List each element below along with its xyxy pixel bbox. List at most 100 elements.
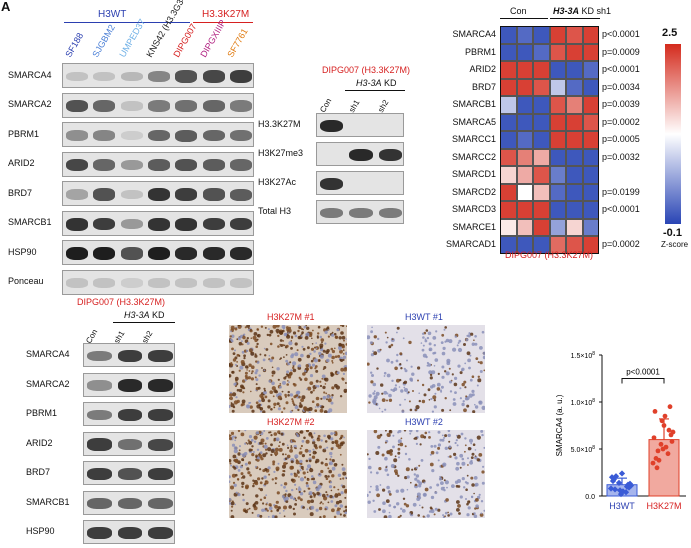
blot-band [93,159,116,171]
histology-title: H3K27M #1 [267,312,315,322]
cell-line-label: UMPED37 [117,17,148,59]
panel-d-title: DIPG007 (H3.3K27M) [77,297,166,307]
heatmap-cell [516,61,533,79]
heatmap-cell [549,183,566,201]
heatmap-cell [566,218,583,236]
y-tick-label: 1.5×108 [571,351,596,360]
blot-label: SMARCB1 [26,496,70,507]
blot-band [202,278,225,288]
blot-band [148,129,170,142]
significance-bracket [621,378,665,384]
data-point [651,435,657,441]
histology-title: H3K27M #2 [267,417,315,427]
blot-band [148,100,170,112]
data-point [655,448,661,454]
heatmap-cell [516,218,533,236]
histology-title: H3WT #2 [405,417,443,427]
blot-band [378,207,403,219]
blot-band [202,217,225,231]
heatmap-row-label: SMARCC1 [451,134,496,144]
blot-band [117,408,143,422]
blot-band [93,71,116,82]
blot-band [120,130,143,141]
blot-band [117,526,143,540]
blot-band [148,278,170,288]
blot-band [65,278,88,288]
heatmap-cell [533,113,550,131]
blot-strip [62,210,254,236]
heatmap-cell [533,183,550,201]
col-group-kd-line [550,18,600,19]
blot-strip [316,171,404,195]
heatmap-cell [533,78,550,96]
heatmap-cell [516,148,533,166]
blot-band [65,217,88,231]
blot-band [117,468,143,480]
blot-band [65,99,88,113]
heatmap-cell [549,218,566,236]
heatmap-row-label: SMARCB1 [452,99,496,109]
group-line-h3wt [64,22,190,23]
y-axis-label: SMARCA4 (a. u.) [555,394,564,456]
heatmap-row-label: SMARCA5 [452,116,496,127]
blot-strip [316,200,404,224]
heatmap-row-label: SMARCD1 [451,169,496,179]
blot-label: SMARCA4 [26,349,70,359]
blot-band [87,467,112,481]
blot-band [202,129,225,142]
heatmap-cell [516,96,533,114]
blot-label: PBRM1 [26,408,58,418]
histology-image [367,325,485,413]
blot-band [148,246,170,261]
heatmap-border [500,26,599,254]
colorbar-max: 2.5 [662,27,678,39]
blot-label: ARID2 [8,158,35,168]
data-point [666,427,672,433]
blot-band [202,246,225,261]
heatmap-cell [566,43,583,61]
blot-band [148,379,173,392]
blot-band [87,409,112,421]
data-point [659,418,665,424]
blot-band [319,177,344,191]
blot-band [148,217,170,231]
group-line-h3k27m [193,22,253,23]
cell-line-label: SF7761 [225,26,250,59]
cell-line-label: SJGBM2 [90,22,118,59]
heatmap-cell [516,78,533,96]
blot-band [202,159,225,171]
blot-band [202,100,225,112]
heatmap-cell [533,61,550,79]
blot-band [93,278,116,288]
data-point [618,470,626,477]
heatmap-cell [566,183,583,201]
heatmap-row-label: PBRM1 [464,46,496,57]
lane-label: sh1 [347,98,362,114]
heatmap-p-value: p=0.0199 [602,186,640,197]
blot-label: BRD7 [8,187,33,198]
heatmap-cell [516,131,533,149]
histology-image [367,430,485,518]
heatmap-cell [566,131,583,149]
blot-band [148,438,173,451]
group-label-h3k27m: H3.3K27M [202,9,250,20]
col-group-con-line [500,18,548,19]
heatmap-cell [566,61,583,79]
blot-strip [83,372,175,397]
blot-band [175,129,198,142]
heatmap-p-value: p=0.0034 [602,81,640,92]
blot-label: SMARCA4 [8,69,52,80]
blot-band [230,70,253,83]
blot-label: PBRM1 [8,128,40,139]
blot-band [148,497,173,510]
cell-line-label: DIPGXIIIP [198,18,228,59]
blot-band [175,100,198,112]
blot-label: H3.3K27M [258,119,301,129]
data-point [656,457,662,463]
data-point [667,404,673,410]
blot-band [148,159,170,171]
x-tick-label: H3K27M [646,501,681,511]
blot-band [175,278,198,288]
heatmap-cell [549,201,566,219]
heatmap-cell [566,166,583,184]
